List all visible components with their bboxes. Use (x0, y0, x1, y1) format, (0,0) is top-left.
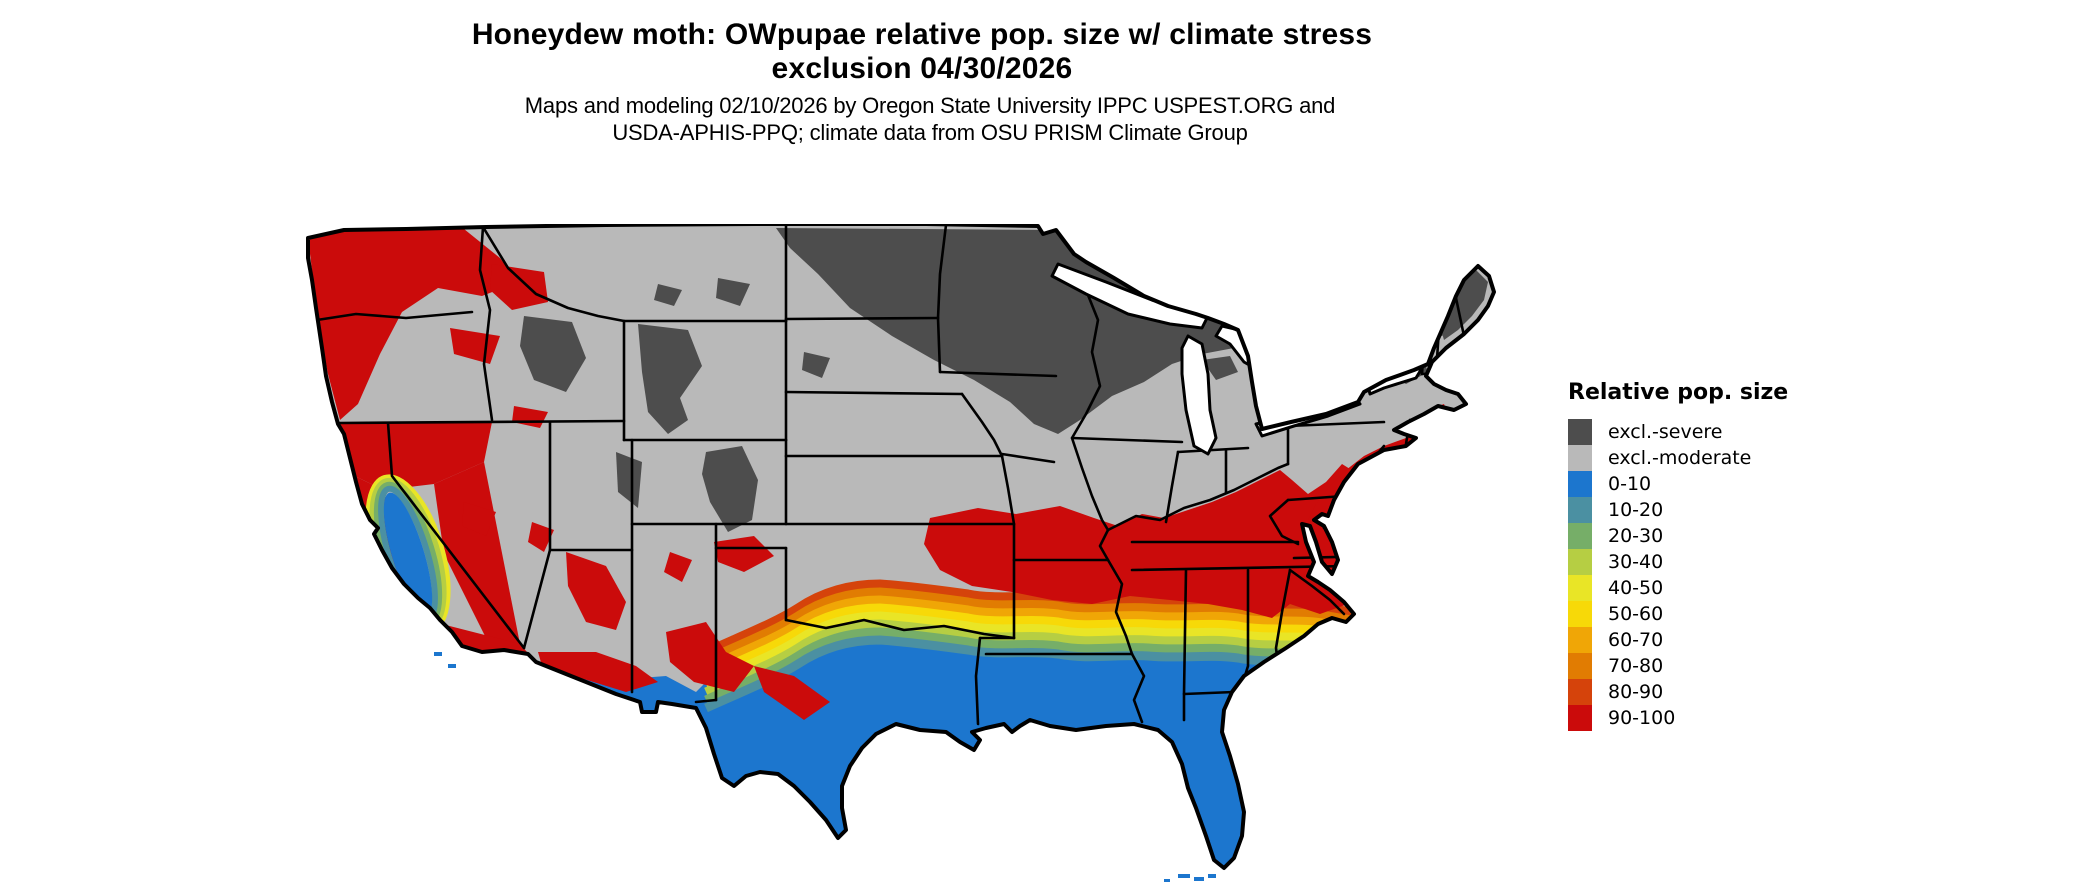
legend-item-c10_20: 10-20 (1568, 497, 1788, 523)
legend-swatch-c80_90 (1568, 679, 1592, 705)
map-subtitle: Maps and modeling 02/10/2026 by Oregon S… (524, 92, 1336, 146)
legend-label-c80_90: 80-90 (1608, 681, 1664, 703)
map-raster-layers (308, 224, 1494, 868)
legend-swatch-c0_10 (1568, 471, 1592, 497)
legend-swatch-c90_100 (1568, 705, 1592, 731)
legend-item-c50_60: 50-60 (1568, 601, 1788, 627)
legend-label-c70_80: 70-80 (1608, 655, 1664, 677)
legend-label-c40_50: 40-50 (1608, 577, 1664, 599)
us-map (286, 224, 1500, 888)
state-borders (315, 224, 1466, 726)
legend-swatch-c30_40 (1568, 549, 1592, 575)
lake-superior (1050, 262, 1210, 330)
legend-label-c20_30: 20-30 (1608, 525, 1664, 547)
legend-label-c0_10: 0-10 (1608, 473, 1652, 495)
map-title-line2: exclusion 04/30/2026 (771, 52, 1073, 85)
legend-item-moderate: excl.-moderate (1568, 445, 1788, 471)
legend-item-severe: excl.-severe (1568, 419, 1788, 445)
offshore-islands (434, 652, 1216, 882)
legend-item-c40_50: 40-50 (1568, 575, 1788, 601)
legend-label-moderate: excl.-moderate (1608, 447, 1752, 469)
legend-swatch-moderate (1568, 445, 1592, 471)
legend: Relative pop. size excl.-severe excl.-mod… (1568, 380, 1788, 731)
legend-item-c30_40: 30-40 (1568, 549, 1788, 575)
legend-rows: excl.-severe excl.-moderate 0-10 10-20 20-30… (1568, 419, 1788, 731)
legend-item-c60_70: 60-70 (1568, 627, 1788, 653)
legend-label-c90_100: 90-100 (1608, 707, 1676, 729)
map-subtitle-line1: Maps and modeling 02/10/2026 by Oregon S… (524, 93, 1336, 118)
legend-item-c70_80: 70-80 (1568, 653, 1788, 679)
legend-item-c80_90: 80-90 (1568, 679, 1788, 705)
legend-item-c90_100: 90-100 (1568, 705, 1788, 731)
us-map-svg (306, 224, 1496, 882)
legend-title: Relative pop. size (1568, 380, 1789, 405)
map-title-line1: Honeydew moth: OWpupae relative pop. siz… (471, 18, 1373, 51)
lake-michigan (1180, 334, 1218, 456)
map-subtitle-line2: USDA-APHIS-PPQ; climate data from OSU PR… (612, 120, 1248, 145)
map-regions-excl-severe (520, 228, 1488, 532)
legend-item-c20_30: 20-30 (1568, 523, 1788, 549)
legend-swatch-c70_80 (1568, 653, 1592, 679)
map-title: Honeydew moth: OWpupae relative pop. siz… (472, 18, 1372, 86)
legend-swatch-c60_70 (1568, 627, 1592, 653)
legend-swatch-c20_30 (1568, 523, 1592, 549)
legend-swatch-severe (1568, 419, 1592, 445)
legend-label-severe: excl.-severe (1608, 421, 1723, 443)
legend-swatch-c10_20 (1568, 497, 1592, 523)
legend-item-c0_10: 0-10 (1568, 471, 1788, 497)
legend-label-c50_60: 50-60 (1608, 603, 1664, 625)
legend-label-c10_20: 10-20 (1608, 499, 1664, 521)
legend-label-c60_70: 60-70 (1608, 629, 1664, 651)
legend-swatch-c40_50 (1568, 575, 1592, 601)
legend-swatch-c50_60 (1568, 601, 1592, 627)
legend-label-c30_40: 30-40 (1608, 551, 1664, 573)
map-region-blue-south (308, 622, 1494, 868)
